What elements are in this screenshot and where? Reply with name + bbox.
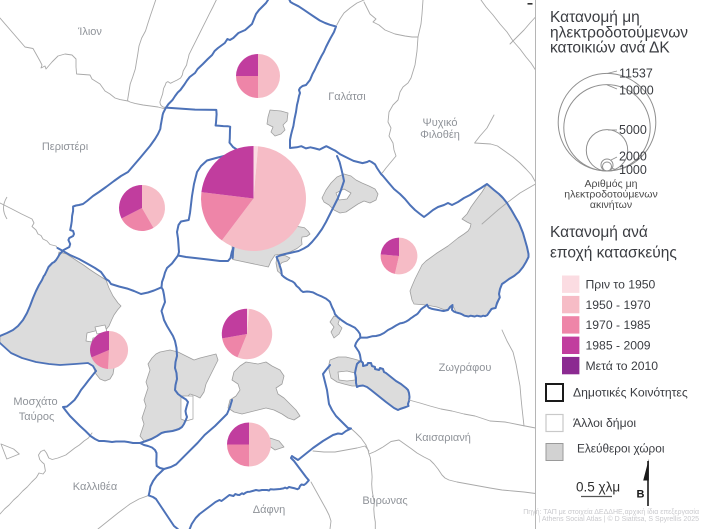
svg-text:Ίλιον: Ίλιον — [77, 26, 102, 38]
svg-text:1985 - 2009: 1985 - 2009 — [586, 339, 651, 353]
svg-text:Βύρωνας: Βύρωνας — [362, 495, 407, 507]
svg-text:ακινήτων: ακινήτων — [590, 199, 632, 211]
svg-text:Καισαριανή: Καισαριανή — [415, 432, 471, 444]
svg-text:Ζωγράφου: Ζωγράφου — [439, 362, 492, 374]
svg-text:1950 - 1970: 1950 - 1970 — [586, 298, 651, 312]
svg-text:κατοικιών ανά ΔΚ: κατοικιών ανά ΔΚ — [550, 40, 670, 57]
svg-text:Πηγή: ΤΑΠ με στοιχεία ΔΕΔΔΗΕ,α: Πηγή: ΤΑΠ με στοιχεία ΔΕΔΔΗΕ,αρχική ίδια… — [523, 508, 699, 516]
svg-text:Μοσχάτο: Μοσχάτο — [13, 396, 57, 408]
svg-text:Πριν το 1950: Πριν το 1950 — [586, 278, 656, 292]
svg-text:5000: 5000 — [619, 123, 647, 137]
svg-text:2000: 2000 — [619, 150, 647, 164]
svg-text:ηλεκτροδοτούμενων: ηλεκτροδοτούμενων — [550, 24, 688, 41]
svg-text:Ελεύθεροι χώροι: Ελεύθεροι χώροι — [577, 442, 665, 456]
svg-text:0.5 χλμ: 0.5 χλμ — [576, 480, 620, 495]
svg-text:Γαλάτσι: Γαλάτσι — [328, 91, 366, 103]
svg-text:Μετά το 2010: Μετά το 2010 — [586, 359, 659, 373]
svg-text:Δημοτικές Κοινότητες: Δημοτικές Κοινότητες — [573, 386, 688, 400]
svg-text:10000: 10000 — [619, 84, 654, 98]
svg-text:Άλλοι δήμοι: Άλλοι δήμοι — [573, 416, 636, 430]
svg-text:1000: 1000 — [619, 163, 647, 177]
svg-text:Αριθμός μη: Αριθμός μη — [585, 178, 638, 190]
svg-text:Ψυχικό: Ψυχικό — [423, 117, 458, 129]
svg-text:Δάφνη: Δάφνη — [253, 504, 285, 516]
svg-text:Β: Β — [637, 489, 645, 501]
svg-text:| Athens Social Atlas | © D Si: | Athens Social Atlas | © D Siatitsa, S … — [538, 515, 699, 523]
svg-text:Κατανομή ανά: Κατανομή ανά — [550, 224, 648, 241]
svg-text:εποχή κατασκεύης: εποχή κατασκεύης — [550, 245, 677, 262]
svg-text:Ταύρος: Ταύρος — [19, 411, 55, 423]
svg-text:1970 - 1985: 1970 - 1985 — [586, 318, 651, 332]
svg-text:11537: 11537 — [619, 67, 653, 81]
svg-text:Κατανομή μη: Κατανομή μη — [550, 9, 640, 26]
svg-text:ηλεκτροδοτούμενων: ηλεκτροδοτούμενων — [564, 189, 658, 201]
svg-text:Καλλιθέα: Καλλιθέα — [73, 481, 118, 493]
svg-text:Φιλοθέη: Φιλοθέη — [420, 129, 460, 141]
svg-text:Περιστέρι: Περιστέρι — [42, 141, 89, 153]
